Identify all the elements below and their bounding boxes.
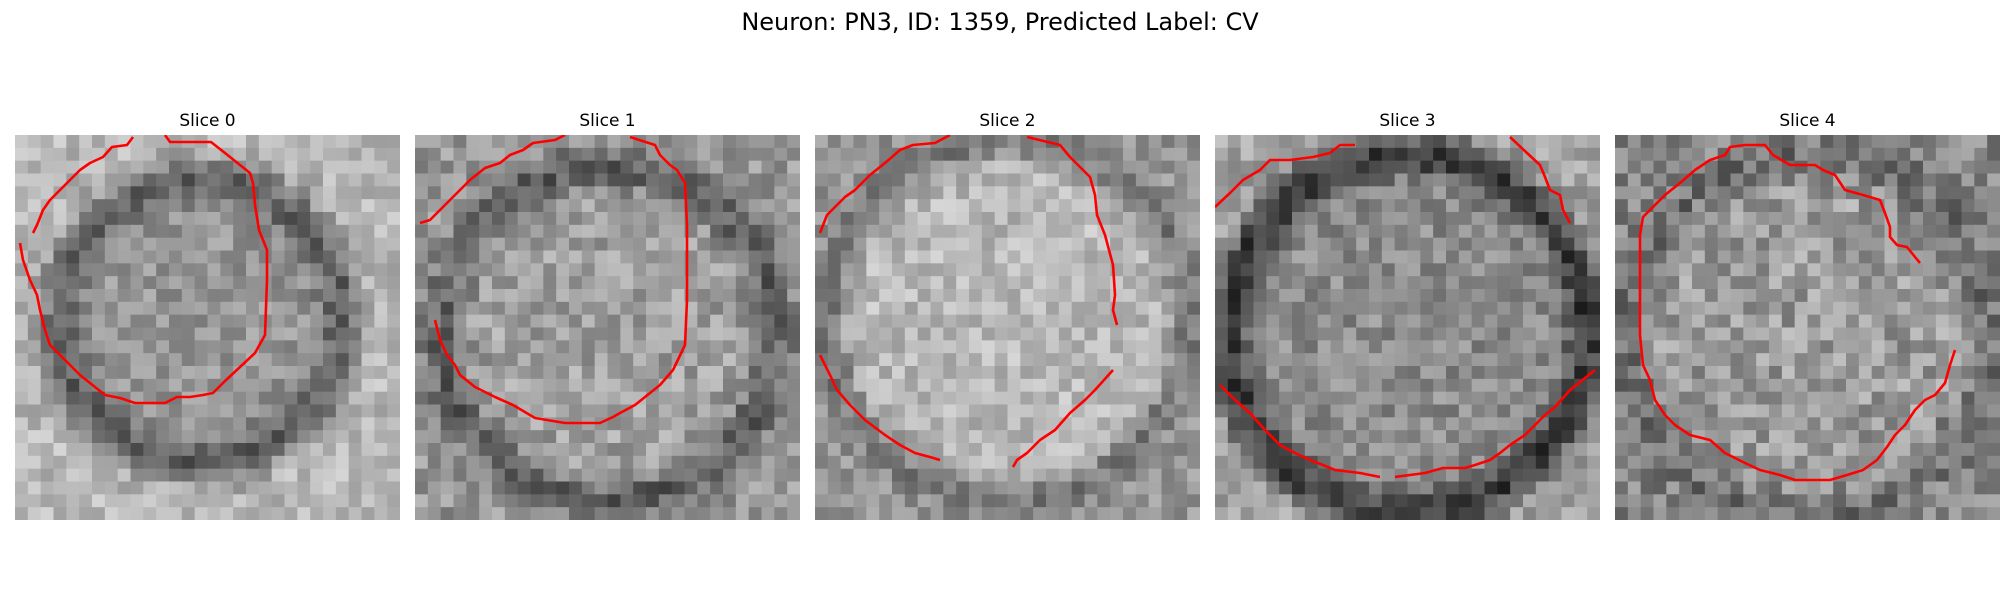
segmentation-contour-right — [1509, 136, 1572, 224]
microscopy-pixels — [415, 135, 800, 520]
segmentation-contour-lower-left — [1219, 384, 1381, 479]
microscopy-pixels — [1215, 135, 1600, 520]
segmentation-contour-bottom-left — [818, 354, 941, 462]
segmentation-contour-lower-right — [1394, 368, 1596, 479]
segmentation-contour-upper — [31, 136, 135, 234]
microscopy-pixels — [1615, 135, 2000, 520]
slice-title: Slice 1 — [579, 111, 636, 131]
segmentation-contour — [1026, 135, 1119, 326]
slice-panel-1: Slice 1 — [415, 110, 800, 520]
segmentation-contour-left — [818, 135, 951, 234]
slice-title: Slice 2 — [979, 111, 1036, 131]
slice-panel-3: Slice 3 — [1215, 110, 1600, 520]
slice-image — [415, 135, 800, 520]
figure-title: Neuron: PN3, ID: 1359, Predicted Label: … — [741, 8, 1259, 36]
slice-title: Slice 4 — [1779, 111, 1836, 131]
slice-panel-0: Slice 0 — [15, 110, 400, 520]
microscopy-pixels — [15, 135, 400, 520]
segmentation-contour — [433, 135, 689, 425]
slice-panel-4: Slice 4 — [1615, 110, 2000, 520]
segmentation-contour — [18, 135, 269, 405]
slice-title: Slice 0 — [179, 111, 236, 131]
segmentation-contour-main — [1638, 143, 1957, 482]
slice-image — [1615, 135, 2000, 520]
segmentation-contour — [1745, 143, 1921, 264]
slice-image — [1215, 135, 1600, 520]
slice-image — [15, 135, 400, 520]
slice-title: Slice 3 — [1379, 111, 1436, 131]
segmentation-contour-lower — [1011, 369, 1114, 468]
slice-panel-2: Slice 2 — [815, 110, 1200, 520]
segmentation-contour-top — [1215, 143, 1355, 208]
segmentation-contour-upper — [419, 135, 566, 225]
slice-image — [815, 135, 1200, 520]
microscopy-pixels — [815, 135, 1200, 520]
